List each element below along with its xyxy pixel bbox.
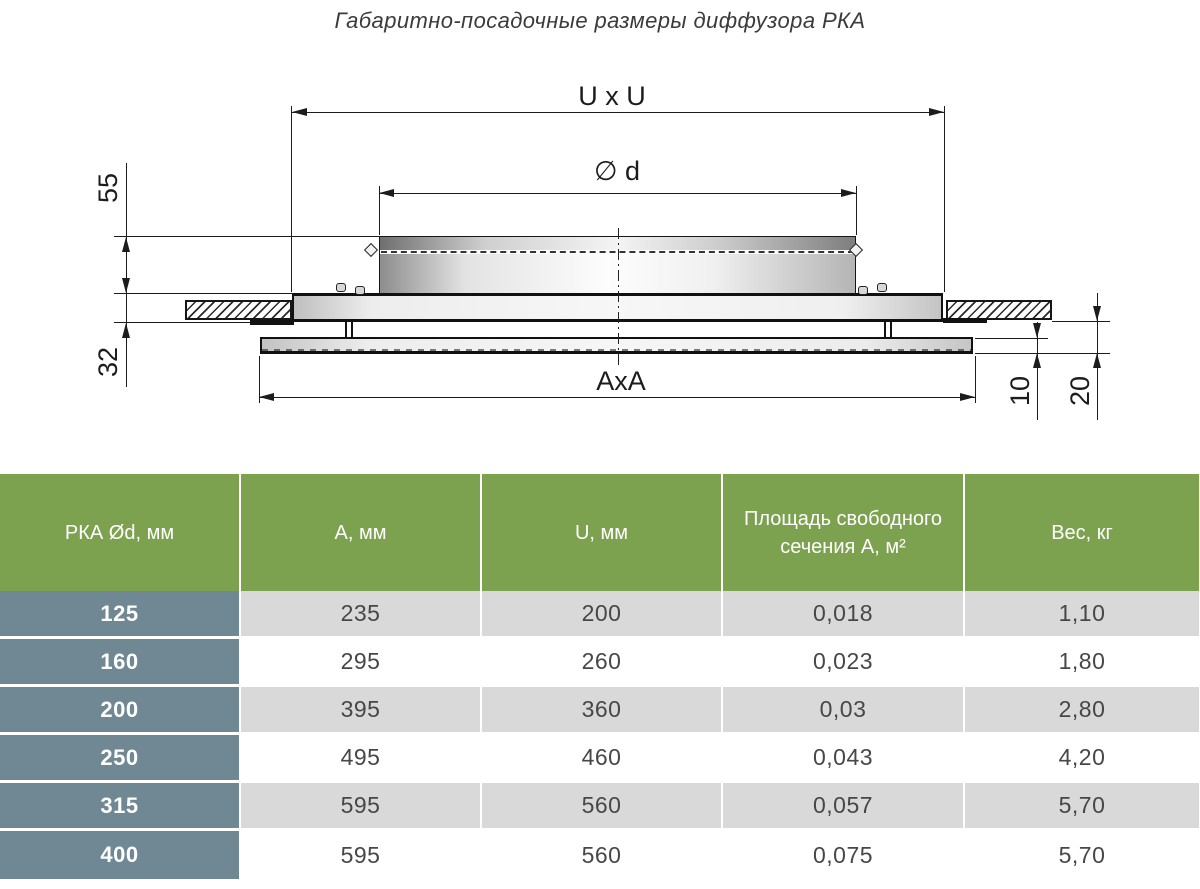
dim-line-left	[126, 163, 127, 387]
cell-a: 595	[241, 783, 480, 828]
dim-ref-line	[114, 236, 379, 237]
arrow-left-icon	[259, 393, 274, 401]
arrow-right-icon	[841, 189, 856, 197]
dim-ext-line	[379, 186, 380, 235]
arrow-down-icon	[1093, 306, 1101, 321]
dim-ext-line	[291, 106, 292, 292]
mounting-flange	[292, 293, 943, 322]
cell-weight: 1,10	[965, 591, 1199, 636]
table-row: 125 235 200 0,018 1,10	[0, 591, 1200, 639]
row-header: 315	[0, 783, 239, 828]
cell-u: 460	[482, 735, 721, 780]
row-header: 200	[0, 687, 239, 732]
cell-area: 0,03	[723, 687, 963, 732]
dim-line-diameter	[379, 193, 856, 194]
column-header-weight: Вес, кг	[965, 474, 1199, 591]
ceiling-hatch-left	[185, 300, 292, 320]
spec-table: РКА Ød, мм А, мм U, мм Площадь свободног…	[0, 474, 1200, 879]
flange-lip-right	[943, 318, 987, 323]
cell-a: 295	[241, 639, 480, 684]
cell-area: 0,057	[723, 783, 963, 828]
diffuser-spigot	[379, 254, 856, 294]
spring-clip	[877, 283, 887, 292]
dim-ext-line	[944, 106, 945, 292]
arrow-right-icon	[929, 108, 944, 116]
dimension-label-10: 10	[1005, 375, 1035, 407]
dim-ref-line	[975, 353, 1110, 354]
dim-ref-line	[975, 338, 1048, 339]
dimension-label-32: 32	[93, 346, 123, 378]
cell-area: 0,043	[723, 735, 963, 780]
arrow-up-icon	[1093, 353, 1101, 368]
ceiling-hatch-right	[946, 300, 1052, 320]
row-header: 250	[0, 735, 239, 780]
arrow-up-icon	[1033, 353, 1041, 368]
cell-weight: 5,70	[965, 831, 1199, 879]
column-header-d: РКА Ød, мм	[0, 474, 239, 591]
arrow-down-icon	[122, 278, 130, 293]
dim-line-axa	[259, 397, 975, 398]
column-header-area: Площадь свободного сечения А, м²	[723, 474, 963, 591]
cell-a: 235	[241, 591, 480, 636]
row-header: 125	[0, 591, 239, 636]
center-line	[618, 228, 619, 368]
dim-ref-line	[114, 322, 254, 323]
dimension-label-uxu: U x U	[578, 81, 646, 111]
dim-line-uxu	[292, 112, 944, 113]
cell-area: 0,075	[723, 831, 963, 879]
cell-u: 200	[482, 591, 721, 636]
table-row: 250 495 460 0,043 4,20	[0, 735, 1200, 783]
arrow-up-icon	[122, 237, 130, 252]
table-row: 315 595 560 0,057 5,70	[0, 783, 1200, 831]
dim-line-10	[1037, 322, 1038, 420]
dimension-label-55: 55	[93, 172, 123, 204]
cell-weight: 4,20	[965, 735, 1199, 780]
plate-perforation	[262, 349, 971, 351]
arrow-right-icon	[960, 393, 975, 401]
dim-ext-line	[856, 186, 857, 235]
flange-lip-left	[250, 320, 294, 325]
row-header: 160	[0, 639, 239, 684]
cell-a: 595	[241, 831, 480, 879]
dim-ref-line	[1052, 321, 1110, 322]
arrow-left-icon	[292, 108, 307, 116]
arrow-down-icon	[1033, 323, 1041, 338]
cell-area: 0,023	[723, 639, 963, 684]
cell-u: 260	[482, 639, 721, 684]
column-header-u: U, мм	[482, 474, 721, 591]
stem-left	[345, 322, 353, 338]
dim-ext-line	[975, 356, 976, 403]
spring-clip	[355, 286, 365, 295]
dim-ref-line	[114, 293, 292, 294]
cell-a: 495	[241, 735, 480, 780]
cell-u: 560	[482, 783, 721, 828]
cell-area: 0,018	[723, 591, 963, 636]
spring-clip	[858, 286, 868, 295]
cell-u: 560	[482, 831, 721, 879]
arrow-left-icon	[379, 189, 394, 197]
dim-ext-line	[259, 356, 260, 403]
cell-weight: 1,80	[965, 639, 1199, 684]
cell-u: 360	[482, 687, 721, 732]
table-row: 200 395 360 0,03 2,80	[0, 687, 1200, 735]
arrow-up-icon	[122, 323, 130, 338]
gasket-clip-left	[363, 242, 379, 258]
cell-weight: 5,70	[965, 783, 1199, 828]
table-header-row: РКА Ød, мм А, мм U, мм Площадь свободног…	[0, 474, 1200, 591]
cell-weight: 2,80	[965, 687, 1199, 732]
face-plate	[260, 337, 973, 354]
dimension-label-axa: AxA	[596, 366, 646, 396]
table-row: 160 295 260 0,023 1,80	[0, 639, 1200, 687]
gasket-dashed-line	[381, 251, 854, 253]
row-header: 400	[0, 831, 239, 879]
spring-clip	[336, 283, 346, 292]
stem-right	[884, 322, 892, 338]
table-row: 400 595 560 0,075 5,70	[0, 831, 1200, 879]
dimension-label-20: 20	[1065, 375, 1095, 407]
cell-a: 395	[241, 687, 480, 732]
page-title: Габаритно-посадочные размеры диффузора Р…	[334, 8, 866, 33]
column-header-a: А, мм	[241, 474, 480, 591]
dimension-label-diameter: ∅ d	[593, 156, 641, 186]
